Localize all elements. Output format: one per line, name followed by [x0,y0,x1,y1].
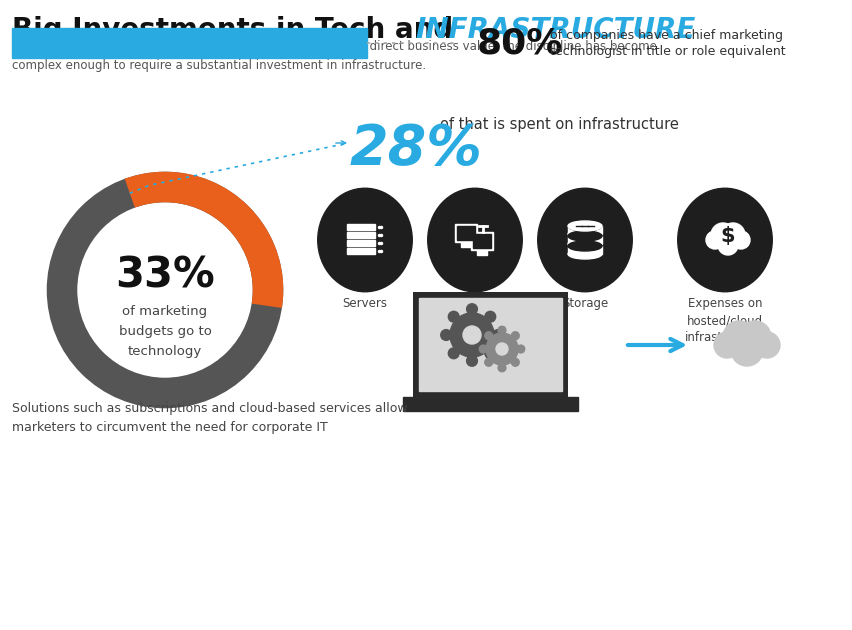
Circle shape [496,343,508,355]
Circle shape [517,345,525,353]
Circle shape [754,332,780,358]
Ellipse shape [568,221,602,231]
Bar [347,232,375,238]
Bar [568,226,602,234]
Ellipse shape [568,249,602,259]
Ellipse shape [568,229,602,239]
Ellipse shape [568,239,602,249]
Circle shape [486,333,518,365]
Circle shape [498,364,506,372]
Text: of that is spent on infrastructure: of that is spent on infrastructure [440,117,679,132]
Circle shape [450,313,494,357]
Bar [347,248,375,254]
Circle shape [711,223,735,247]
Text: Storage: Storage [561,297,608,310]
Circle shape [739,321,771,353]
Text: 33%: 33% [115,255,215,297]
Text: $: $ [721,226,735,246]
Text: INFRASTRUCTURE: INFRASTRUCTURE [415,16,695,44]
Ellipse shape [538,188,632,292]
Text: 28%: 28% [350,122,483,176]
Circle shape [511,332,519,340]
Circle shape [492,329,504,340]
Circle shape [448,311,459,322]
Circle shape [498,326,506,334]
Bar [477,250,487,255]
Bar [457,226,475,240]
Circle shape [480,345,487,353]
Circle shape [467,304,477,314]
Bar [568,236,602,244]
Bar [473,234,491,248]
Circle shape [485,332,492,340]
Text: Big Investments in Tech and: Big Investments in Tech and [12,16,463,44]
Circle shape [706,231,724,249]
Circle shape [511,358,519,366]
Circle shape [732,231,750,249]
Ellipse shape [428,188,522,292]
Text: Solutions such as subscriptions and cloud-based services allow
marketers to circ: Solutions such as subscriptions and clou… [12,402,407,434]
Text: of marketing
budgets go to
technology: of marketing budgets go to technology [118,305,211,358]
Text: 80%: 80% [477,26,563,60]
Circle shape [485,358,492,366]
Text: Networks: Networks [447,297,503,310]
Text: Servers: Servers [343,297,388,310]
Text: technologist in title or role equivalent: technologist in title or role equivalent [550,45,786,59]
Circle shape [485,348,496,358]
Circle shape [721,223,745,247]
Ellipse shape [568,231,602,241]
Bar [419,298,562,391]
Bar [471,232,493,250]
Bar [413,292,568,397]
Bar [461,242,471,247]
Text: While marketers prefer to focus on applications that deliver direct business val: While marketers prefer to focus on appli… [12,40,657,71]
Circle shape [463,326,481,344]
Circle shape [467,355,477,366]
Circle shape [440,329,452,340]
Circle shape [485,311,496,322]
Circle shape [731,334,763,366]
Circle shape [714,332,740,358]
Text: of companies have a chief marketing: of companies have a chief marketing [550,30,783,42]
Bar [455,224,477,242]
Bar [347,224,375,230]
Bar [568,246,602,254]
Ellipse shape [568,221,602,231]
Ellipse shape [677,188,772,292]
Circle shape [718,235,738,255]
Bar [12,28,367,58]
Circle shape [448,348,459,358]
Text: Expenses on
hosted/cloud
infrastructure: Expenses on hosted/cloud infrastructure [684,297,766,344]
Ellipse shape [568,241,602,251]
Bar [347,240,375,246]
Circle shape [723,321,755,353]
Bar [403,397,578,411]
Ellipse shape [318,188,412,292]
